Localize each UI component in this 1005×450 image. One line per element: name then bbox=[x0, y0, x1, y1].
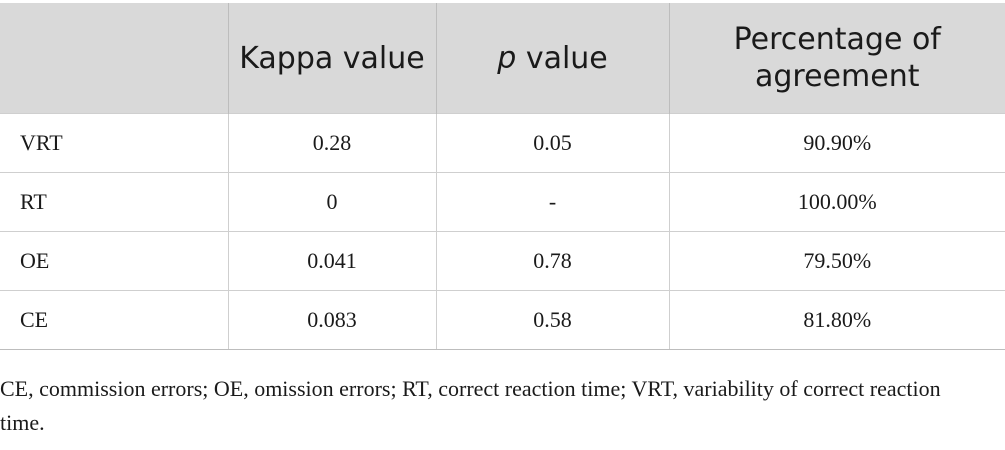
row-label: CE bbox=[0, 290, 229, 350]
p-value-cell: 0.58 bbox=[435, 290, 670, 350]
header-p-symbol: p bbox=[497, 40, 517, 76]
table-row: CE 0.083 0.58 81.80% bbox=[0, 290, 1005, 350]
agreement-cell: 100.00% bbox=[668, 172, 1005, 232]
kappa-cell: 0.041 bbox=[227, 231, 437, 291]
header-p-value: p value bbox=[435, 3, 670, 114]
p-value-cell: 0.05 bbox=[435, 113, 670, 173]
agreement-cell: 90.90% bbox=[668, 113, 1005, 173]
agreement-table: Kappa value p value Percentage of agreem… bbox=[0, 3, 1005, 350]
header-row: Kappa value p value Percentage of agreem… bbox=[0, 3, 1005, 114]
header-percentage-agreement: Percentage of agreement bbox=[668, 3, 1005, 114]
table-row: VRT 0.28 0.05 90.90% bbox=[0, 113, 1005, 173]
kappa-cell: 0 bbox=[227, 172, 437, 232]
p-value-cell: 0.78 bbox=[435, 231, 670, 291]
table-row: RT 0 - 100.00% bbox=[0, 172, 1005, 232]
header-p-suffix: value bbox=[516, 40, 608, 76]
row-label: VRT bbox=[0, 113, 229, 173]
agreement-cell: 79.50% bbox=[668, 231, 1005, 291]
agreement-cell: 81.80% bbox=[668, 290, 1005, 350]
kappa-cell: 0.28 bbox=[227, 113, 437, 173]
kappa-cell: 0.083 bbox=[227, 290, 437, 350]
table-row: OE 0.041 0.78 79.50% bbox=[0, 231, 1005, 291]
table-footnote: CE, commission errors; OE, omission erro… bbox=[0, 376, 941, 435]
row-label: RT bbox=[0, 172, 229, 232]
row-label: OE bbox=[0, 231, 229, 291]
header-empty bbox=[0, 3, 229, 114]
header-kappa-value: Kappa value bbox=[227, 3, 437, 114]
p-value-cell: - bbox=[435, 172, 670, 232]
